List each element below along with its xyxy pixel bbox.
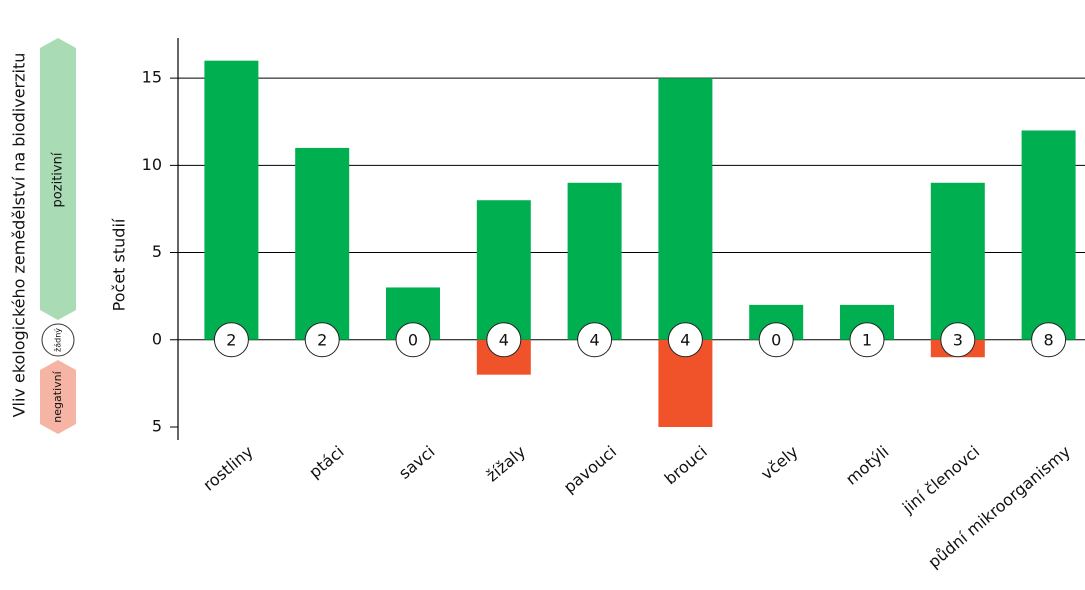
x-tick-label: pavouci xyxy=(560,442,620,497)
none-count-label: 4 xyxy=(590,330,600,349)
none-count-label: 1 xyxy=(862,330,872,349)
none-count-label: 8 xyxy=(1044,330,1054,349)
bar xyxy=(1022,130,1076,339)
bar xyxy=(658,78,712,340)
x-tick-label: jiní členovci xyxy=(898,442,983,518)
chart: Vliv ekologického zemědělství na biodive… xyxy=(0,0,1085,590)
x-tick-label: včely xyxy=(757,442,801,484)
none-count-label: 2 xyxy=(317,330,327,349)
bar xyxy=(568,183,622,340)
legend-negative: negativní xyxy=(51,370,64,422)
none-count-label: 3 xyxy=(953,330,963,349)
x-tick-label: rostliny xyxy=(199,442,257,495)
none-count-label: 0 xyxy=(771,330,781,349)
y-tick-label: 0 xyxy=(152,329,162,348)
x-tick-label: brouci xyxy=(661,442,711,488)
x-tick-label: motýli xyxy=(842,442,893,489)
none-count-label: 2 xyxy=(226,330,236,349)
none-count-label: 0 xyxy=(408,330,418,349)
x-tick-label: žížaly xyxy=(483,442,530,485)
chart-title: Vliv ekologického zemědělství na biodive… xyxy=(10,53,29,418)
none-count-label: 4 xyxy=(680,330,690,349)
x-tick-label: ptáci xyxy=(305,442,347,482)
bar xyxy=(477,200,531,340)
x-tick-label: savci xyxy=(395,442,439,483)
bar xyxy=(204,61,258,340)
legend-none: žádný xyxy=(54,328,63,352)
y-tick-label: 5 xyxy=(152,242,162,261)
bar xyxy=(295,148,349,340)
y-axis-label: Počet studií xyxy=(110,218,129,311)
y-tick-label: 15 xyxy=(142,68,162,87)
y-tick-label: 5 xyxy=(152,417,162,436)
y-tick-label: 10 xyxy=(142,155,162,174)
bar xyxy=(931,183,985,340)
none-count-label: 4 xyxy=(499,330,509,349)
legend-positive: pozitivní xyxy=(51,152,66,207)
